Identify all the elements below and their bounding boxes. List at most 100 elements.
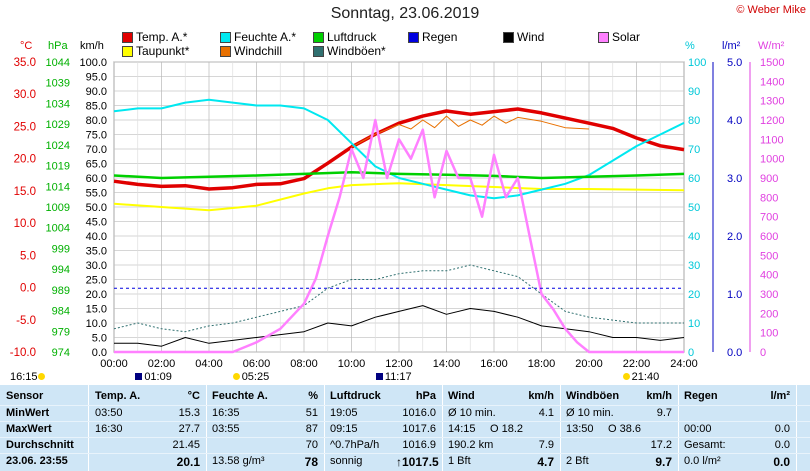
series-line-1 [113,182,685,212]
weather-chart: 35.0 30.0 25.0 20.0 15.0 10.0 5.0 0.0 -5.0 -10.0 1… [10,57,785,370]
header-press-unit: hPa [415,390,436,402]
legend-item: Windchill [220,45,282,58]
header-wind-unit: km/h [528,390,554,402]
legend-swatch [122,32,133,43]
cell-rain-v: 0.0 [773,455,790,469]
sunrise-sun-icon [37,373,45,380]
solar-tick-label: 1100 [760,134,784,146]
cell-hum-t: 13.58 g/m³ [212,455,265,467]
press-tick-label: 1024 [46,140,70,152]
temp-unit: °C [20,40,33,52]
wind-tick-label: 85.0 [86,101,107,113]
x-tick-label: 20:00 [575,358,603,370]
x-tick-label: 16:00 [480,358,508,370]
legend-item: Solar [598,31,640,44]
temp-tick-label: 30.0 [14,89,36,101]
temp-tick-label: 0.0 [20,283,36,295]
rain-tick-label: 1.0 [727,289,742,301]
cell-gust-v: 17.2 [650,439,672,451]
press-tick-label: 1029 [46,119,70,131]
series-line-4 [113,170,685,180]
rain-tick-label: 3.0 [727,173,742,185]
cell-wind-v: 4.7 [537,455,554,469]
wind-tick-label: 95.0 [86,72,107,84]
legend-label: Windchill [234,44,283,58]
legend-label: Solar [612,30,641,44]
temp-tick-label: 35.0 [14,57,36,69]
marker-time: 05:25 [241,371,270,383]
legend-swatch [220,46,231,57]
series-line-7 [114,118,684,354]
header-hum: Feuchte A. [212,390,268,402]
x-tick-label: 06:00 [243,358,271,370]
cell-press-t: 19:05 [330,407,358,419]
cell-hum-t: 16:35 [212,407,240,419]
legend-swatch [503,32,514,43]
wind-tick-label: 20.0 [86,289,107,301]
legend-label: Luftdruck [327,30,377,44]
series-line-0 [113,107,685,191]
rain-tick-label: 5.0 [727,57,742,69]
legend-item: Feuchte A.* [220,31,296,44]
moonset-icon [375,373,383,380]
header-gust-unit: km/h [646,390,672,402]
cell-press-t: sonnig [330,455,363,467]
wind-tick-label: 70.0 [86,144,107,156]
series-line-6 [113,264,684,333]
cell-label: MaxWert [6,423,52,435]
legend-swatch [313,46,324,57]
solar-tick-label: 1300 [760,96,784,108]
cell-label: 23.06. 23:55 [6,455,68,467]
series-line-5 [114,305,685,347]
cell-press-v: 1016.0 [402,407,436,419]
cell-wind-t: 190.2 km [448,439,494,451]
wind-tick-label: 65.0 [86,159,107,171]
cell-rain-t: 00:00 [684,423,712,435]
legend-label: Regen [422,30,458,44]
cell-wind-v: 4.1 [538,407,554,419]
press-tick-label: 999 [52,243,70,255]
cell-rain-v: 0.0 [774,423,790,435]
cell-temp-t: 03:50 [95,407,123,419]
x-tick-label: 24:00 [670,358,698,370]
legend-label: Feuchte A.* [234,30,297,44]
marker-time: 11:17 [384,371,412,383]
legend-swatch [313,32,324,43]
cell-rain-t: 0.0 l/m² [684,455,721,467]
wind-tick-label: 35.0 [86,246,107,258]
header-press: Luftdruck [330,390,381,402]
legend-item: Luftdruck [313,31,376,44]
temp-tick-label: 5.0 [20,250,36,262]
press-tick-label: 1014 [46,181,70,193]
sunrise-sun-icon: 16:15 [10,371,47,383]
cell-press-v: ↑1017.5 [396,455,439,469]
solar-tick-label: 700 [760,212,778,224]
legend-item: Wind [503,31,544,44]
cell-wind-t: 1 Bft [448,455,471,467]
stats-table: Sensor Temp. A. °C Feuchte A. % Luftdruc… [0,385,810,471]
legend-item: Regen [408,31,457,44]
press-tick-label: 979 [52,326,70,338]
cell-temp-v: 15.3 [178,407,200,419]
hum-tick-label: 30 [688,260,700,272]
hum-tick-label: 40 [688,231,700,243]
press-unit: hPa [48,40,68,52]
legend-swatch [598,32,609,43]
cell-hum-t: 03:55 [212,423,240,435]
x-tick-label: 22:00 [623,358,651,370]
copyright-link[interactable]: © Weber Mike [736,4,806,16]
temp-tick-label: 15.0 [14,186,36,198]
solar-tick-label: 900 [760,173,778,185]
x-tick-label: 02:00 [148,358,176,370]
cell-gust-m: O 38.6 [608,423,642,435]
legend-label: Temp. A.* [136,30,188,44]
moonrise-icon [135,373,143,380]
sunset-icon: 21:40 [622,371,659,383]
header-rain: Regen [684,390,718,402]
wind-tick-label: 90.0 [86,86,107,98]
x-tick-label: 08:00 [290,358,318,370]
press-tick-label: 994 [52,264,70,276]
cell-rain-v: 0.0 [774,439,790,451]
marker-time: 16:15 [10,371,38,383]
cell-temp-v: 27.7 [178,423,200,435]
